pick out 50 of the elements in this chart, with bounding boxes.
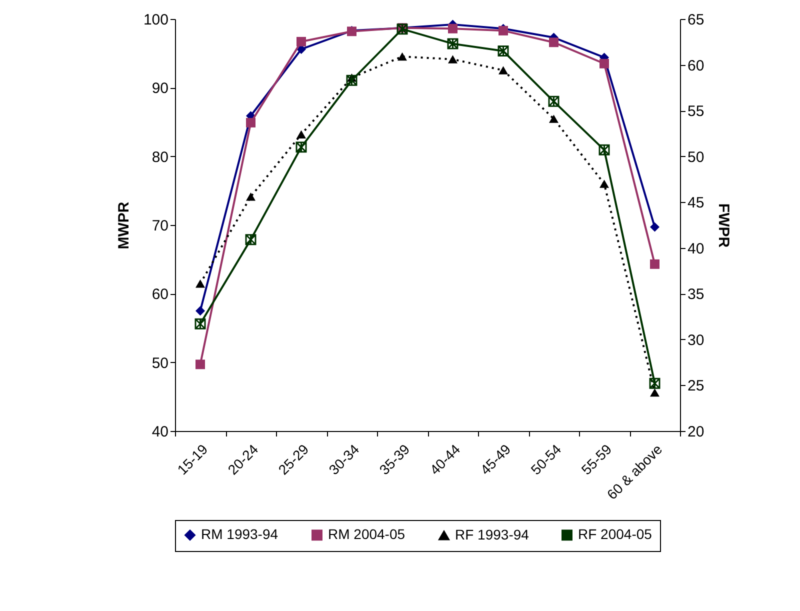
y2-tick-label: 35: [688, 286, 704, 304]
point: [650, 222, 660, 232]
point: [196, 306, 205, 316]
point: [296, 142, 307, 153]
y-tick-label: 100: [143, 12, 168, 28]
point: [196, 279, 205, 288]
y-tick-label: 60: [152, 286, 168, 304]
y2-tick-label: 45: [688, 194, 704, 212]
point: [448, 55, 458, 64]
point: [650, 259, 660, 269]
point: [549, 114, 558, 123]
point: [650, 388, 660, 397]
y-tick-label: 40: [152, 424, 168, 440]
point: [600, 58, 609, 68]
y-tick-label: 50: [152, 354, 168, 372]
y-tick-label: 70: [152, 218, 168, 234]
point: [549, 38, 558, 48]
y2-tick-label: 25: [688, 378, 704, 395]
point: [600, 180, 609, 188]
point: [246, 192, 256, 201]
y2-tick-label: 55: [688, 103, 704, 120]
y2-tick-label: 60: [688, 57, 704, 74]
point: [245, 234, 256, 246]
legend-label: RM 1993-94: [201, 526, 278, 542]
y2-axis-title: FWPR: [715, 203, 732, 248]
point: [246, 118, 256, 128]
point: [498, 46, 509, 57]
y-tick-label: 80: [152, 148, 168, 166]
y2-tick-label: 30: [688, 332, 704, 349]
y2-tick-label: 40: [688, 240, 704, 258]
point: [598, 144, 610, 156]
point: [498, 66, 508, 74]
point: [194, 318, 206, 330]
y-axis-title: MWPR: [115, 202, 132, 250]
point: [548, 96, 560, 107]
legend-label: RF 1993-94: [455, 526, 530, 542]
point: [398, 52, 407, 61]
y-tick-label: 90: [152, 80, 168, 98]
legend-label: RM 2004-05: [328, 526, 406, 542]
point: [196, 360, 205, 370]
y2-tick-label: 20: [688, 424, 704, 440]
point: [448, 24, 458, 34]
point: [296, 130, 306, 138]
point: [296, 36, 306, 46]
point: [649, 378, 660, 389]
legend-label: RF 2004-05: [578, 526, 652, 542]
point: [346, 74, 358, 86]
y2-tick-label: 50: [688, 148, 704, 166]
y2-tick-label: 65: [688, 12, 704, 28]
point: [447, 38, 458, 50]
